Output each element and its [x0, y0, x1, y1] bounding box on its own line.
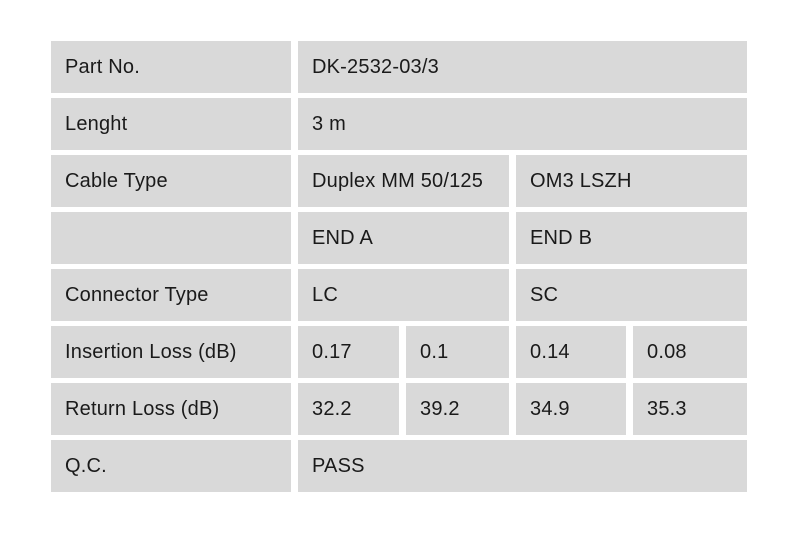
connector-type-end-a: LC — [298, 269, 509, 321]
part-no-label: Part No. — [51, 41, 291, 93]
cable-type-label: Cable Type — [51, 155, 291, 207]
table-row-qc: Q.C. PASS — [51, 440, 748, 492]
end-b-header: END B — [516, 212, 748, 264]
insertion-loss-value-3: 0.14 — [516, 326, 626, 378]
table-row-return-loss: Return Loss (dB) 32.2 39.2 34.9 35.3 — [51, 383, 748, 435]
connector-type-label: Connector Type — [51, 269, 291, 321]
insertion-loss-value-2: 0.1 — [406, 326, 509, 378]
table-row-part-no: Part No. DK-2532-03/3 — [51, 41, 748, 93]
spec-table: Part No. DK-2532-03/3 Lenght 3 m Cable T… — [44, 36, 754, 497]
insertion-loss-value-4: 0.08 — [633, 326, 748, 378]
part-no-value: DK-2532-03/3 — [298, 41, 748, 93]
end-a-header: END A — [298, 212, 509, 264]
table-row-insertion-loss: Insertion Loss (dB) 0.17 0.1 0.14 0.08 — [51, 326, 748, 378]
insertion-loss-label: Insertion Loss (dB) — [51, 326, 291, 378]
insertion-loss-value-1: 0.17 — [298, 326, 399, 378]
qc-status-value: PASS — [298, 440, 748, 492]
table-row-connector-type: Connector Type LC SC — [51, 269, 748, 321]
cable-type-value-a: Duplex MM 50/125 — [298, 155, 509, 207]
return-loss-value-4: 35.3 — [633, 383, 748, 435]
return-loss-value-3: 34.9 — [516, 383, 626, 435]
table-row-cable-type: Cable Type Duplex MM 50/125 OM3 LSZH — [51, 155, 748, 207]
ends-empty-cell — [51, 212, 291, 264]
table-row-ends-header: END A END B — [51, 212, 748, 264]
return-loss-value-2: 39.2 — [406, 383, 509, 435]
length-label: Lenght — [51, 98, 291, 150]
length-value: 3 m — [298, 98, 748, 150]
table-row-length: Lenght 3 m — [51, 98, 748, 150]
connector-type-end-b: SC — [516, 269, 748, 321]
return-loss-label: Return Loss (dB) — [51, 383, 291, 435]
qc-label: Q.C. — [51, 440, 291, 492]
return-loss-value-1: 32.2 — [298, 383, 399, 435]
cable-type-value-b: OM3 LSZH — [516, 155, 748, 207]
